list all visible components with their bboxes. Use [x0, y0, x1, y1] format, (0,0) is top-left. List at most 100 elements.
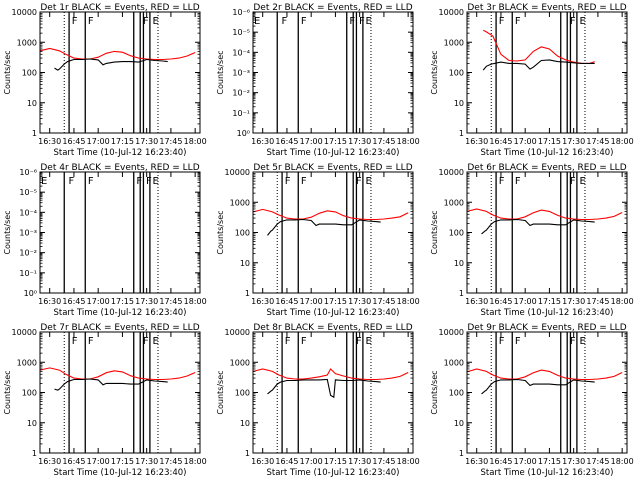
marker-label: F	[349, 16, 355, 27]
marker-label: E	[41, 176, 47, 187]
y-tick-label: 10⁻⁵	[232, 28, 250, 37]
x-tick-label: 16:30	[465, 137, 488, 146]
x-tick-label: 17:15	[324, 137, 347, 146]
series-line-lld	[466, 368, 623, 381]
y-tick-label: 100	[449, 389, 464, 398]
x-tick-label: 17:45	[159, 457, 182, 466]
marker-label: F	[359, 16, 365, 27]
panel-title: Det 5r BLACK = Events, RED = LLD	[253, 163, 412, 173]
x-tick-label: 18:00	[184, 457, 207, 466]
marker-label: F	[570, 176, 576, 187]
x-tick-label: 17:30	[348, 297, 371, 306]
y-tick-label: 100	[22, 69, 37, 78]
y-tick-label: 10000	[225, 168, 250, 177]
x-tick-label: 18:00	[397, 137, 420, 146]
y-axis-label: Counts/sec	[216, 210, 225, 254]
series-line-events	[481, 218, 595, 235]
x-tick-label: 17:45	[586, 457, 609, 466]
y-tick-label: 10⁻¹	[232, 109, 250, 118]
y-tick-label: 100	[22, 389, 37, 398]
y-tick-label: 1	[459, 289, 464, 298]
x-tick-label: 16:30	[465, 297, 488, 306]
x-axis-label: Start Time (10-Jul-12 16:23:40)	[481, 148, 614, 158]
x-tick-label: 17:15	[324, 457, 347, 466]
x-tick-label: 18:00	[611, 137, 634, 146]
x-tick-label: 16:30	[251, 297, 274, 306]
x-tick-label: 17:15	[111, 457, 134, 466]
marker-label: E	[580, 336, 586, 347]
x-tick-label: 17:45	[159, 137, 182, 146]
marker-label: F	[499, 336, 505, 347]
y-tick-label: 10	[454, 419, 464, 428]
marker-label: F	[88, 176, 94, 187]
y-tick-label: 10	[454, 99, 464, 108]
y-tick-label: 10⁻⁵	[19, 188, 37, 197]
x-tick-label: 17:15	[111, 297, 134, 306]
marker-label: F	[301, 176, 307, 187]
y-tick-label: 10	[27, 99, 37, 108]
series-line-events	[54, 378, 168, 391]
marker-label: F	[285, 176, 291, 187]
marker-label: F	[515, 16, 521, 27]
series-line-events	[54, 58, 168, 71]
y-axis-label: Counts/sec	[430, 210, 439, 254]
x-tick-label: 17:15	[538, 137, 561, 146]
marker-label: F	[281, 16, 287, 27]
marker-label: E	[153, 16, 159, 27]
series-line-events	[481, 378, 595, 395]
x-tick-label: 16:30	[38, 457, 61, 466]
x-tick-label: 17:30	[348, 137, 371, 146]
panel-title: Det 4r BLACK = Events, RED = LLD	[40, 163, 199, 173]
y-axis-label: Counts/sec	[3, 370, 12, 414]
x-tick-label: 17:30	[135, 297, 158, 306]
y-tick-label: 10⁻³	[19, 229, 37, 238]
x-tick-label: 17:00	[87, 137, 110, 146]
x-tick-label: 17:45	[372, 137, 395, 146]
x-tick-label: 18:00	[611, 457, 634, 466]
y-tick-label: 10⁻¹	[19, 269, 37, 278]
x-tick-label: 16:45	[275, 297, 298, 306]
x-tick-label: 17:00	[87, 297, 110, 306]
y-tick-label: 10	[240, 419, 250, 428]
x-tick-label: 17:15	[538, 297, 561, 306]
y-tick-label: 10000	[439, 168, 464, 177]
y-tick-label: 1000	[230, 198, 250, 207]
marker-label: F	[88, 16, 94, 27]
marker-label: E	[366, 16, 372, 27]
x-tick-label: 17:45	[372, 297, 395, 306]
x-tick-label: 16:30	[251, 457, 274, 466]
y-tick-label: 1000	[17, 38, 37, 47]
y-tick-label: 10000	[439, 8, 464, 17]
y-tick-label: 1000	[444, 358, 464, 367]
x-tick-label: 16:45	[275, 137, 298, 146]
y-tick-label: 1000	[17, 358, 37, 367]
marker-label: F	[499, 16, 505, 27]
x-tick-label: 16:30	[465, 457, 488, 466]
x-tick-label: 16:45	[489, 457, 512, 466]
marker-label: F	[570, 16, 576, 27]
marker-label: F	[143, 16, 149, 27]
x-tick-label: 17:30	[348, 457, 371, 466]
series-line-lld	[252, 368, 409, 381]
x-tick-label: 16:45	[62, 137, 85, 146]
marker-label: F	[570, 336, 576, 347]
marker-label: E	[580, 176, 586, 187]
marker-label: E	[366, 176, 372, 187]
marker-label: F	[356, 176, 362, 187]
series-line-lld	[466, 208, 623, 221]
y-tick-label: 1	[459, 449, 464, 458]
panel-title: Det 6r BLACK = Events, RED = LLD	[467, 163, 626, 173]
marker-label: F	[72, 336, 78, 347]
x-tick-label: 17:15	[538, 457, 561, 466]
marker-label: F	[499, 176, 505, 187]
marker-label: F	[136, 176, 142, 187]
x-axis-label: Start Time (10-Jul-12 16:23:40)	[481, 308, 614, 318]
